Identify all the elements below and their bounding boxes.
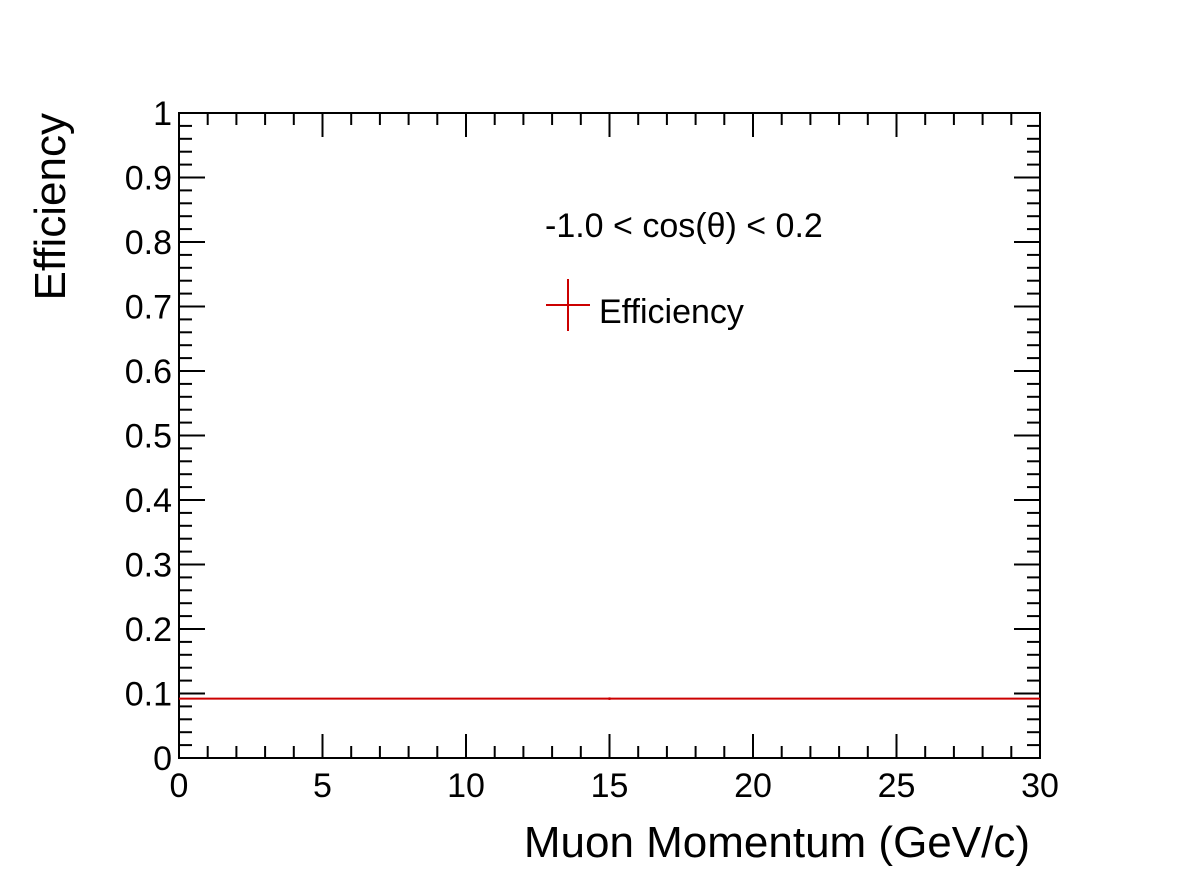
y-tick-label: 0.8 — [125, 224, 172, 262]
y-tick-label: 0.7 — [125, 289, 172, 327]
x-tick-label: 25 — [878, 767, 916, 805]
y-tick-label: 0.4 — [125, 482, 172, 520]
annotation-text: -1.0 < cos(θ) < 0.2 — [545, 207, 823, 245]
x-axis-ticks — [178, 113, 1041, 758]
x-axis-tick-labels: 0 5 10 15 20 25 30 — [170, 767, 1059, 805]
y-axis-ticks — [179, 112, 1040, 759]
series-layer — [179, 697, 1040, 700]
x-tick-label: 15 — [591, 767, 629, 805]
x-tick-label: 20 — [734, 767, 772, 805]
x-axis-title: Muon Momentum (GeV/c) — [524, 818, 1030, 867]
y-axis-title: Efficiency — [26, 113, 75, 301]
legend-label: Efficiency — [599, 293, 744, 331]
x-tick-label: 30 — [1021, 767, 1059, 805]
legend: Efficiency — [546, 279, 744, 331]
y-tick-label: 0.9 — [125, 160, 172, 198]
y-tick-label: 1 — [153, 95, 172, 133]
y-axis-tick-labels: 0 0.1 0.2 0.3 0.4 0.5 0.6 0.7 0.8 0.9 1 — [125, 95, 172, 778]
y-tick-label: 0.3 — [125, 547, 172, 585]
x-tick-label: 0 — [170, 767, 189, 805]
y-tick-label: 0.2 — [125, 611, 172, 649]
data-point — [179, 697, 1040, 700]
y-tick-label: 0 — [153, 740, 172, 778]
y-tick-label: 0.1 — [125, 676, 172, 714]
x-tick-label: 10 — [447, 767, 485, 805]
y-tick-label: 0.6 — [125, 353, 172, 391]
y-tick-label: 0.5 — [125, 418, 172, 456]
x-tick-label: 5 — [313, 767, 332, 805]
